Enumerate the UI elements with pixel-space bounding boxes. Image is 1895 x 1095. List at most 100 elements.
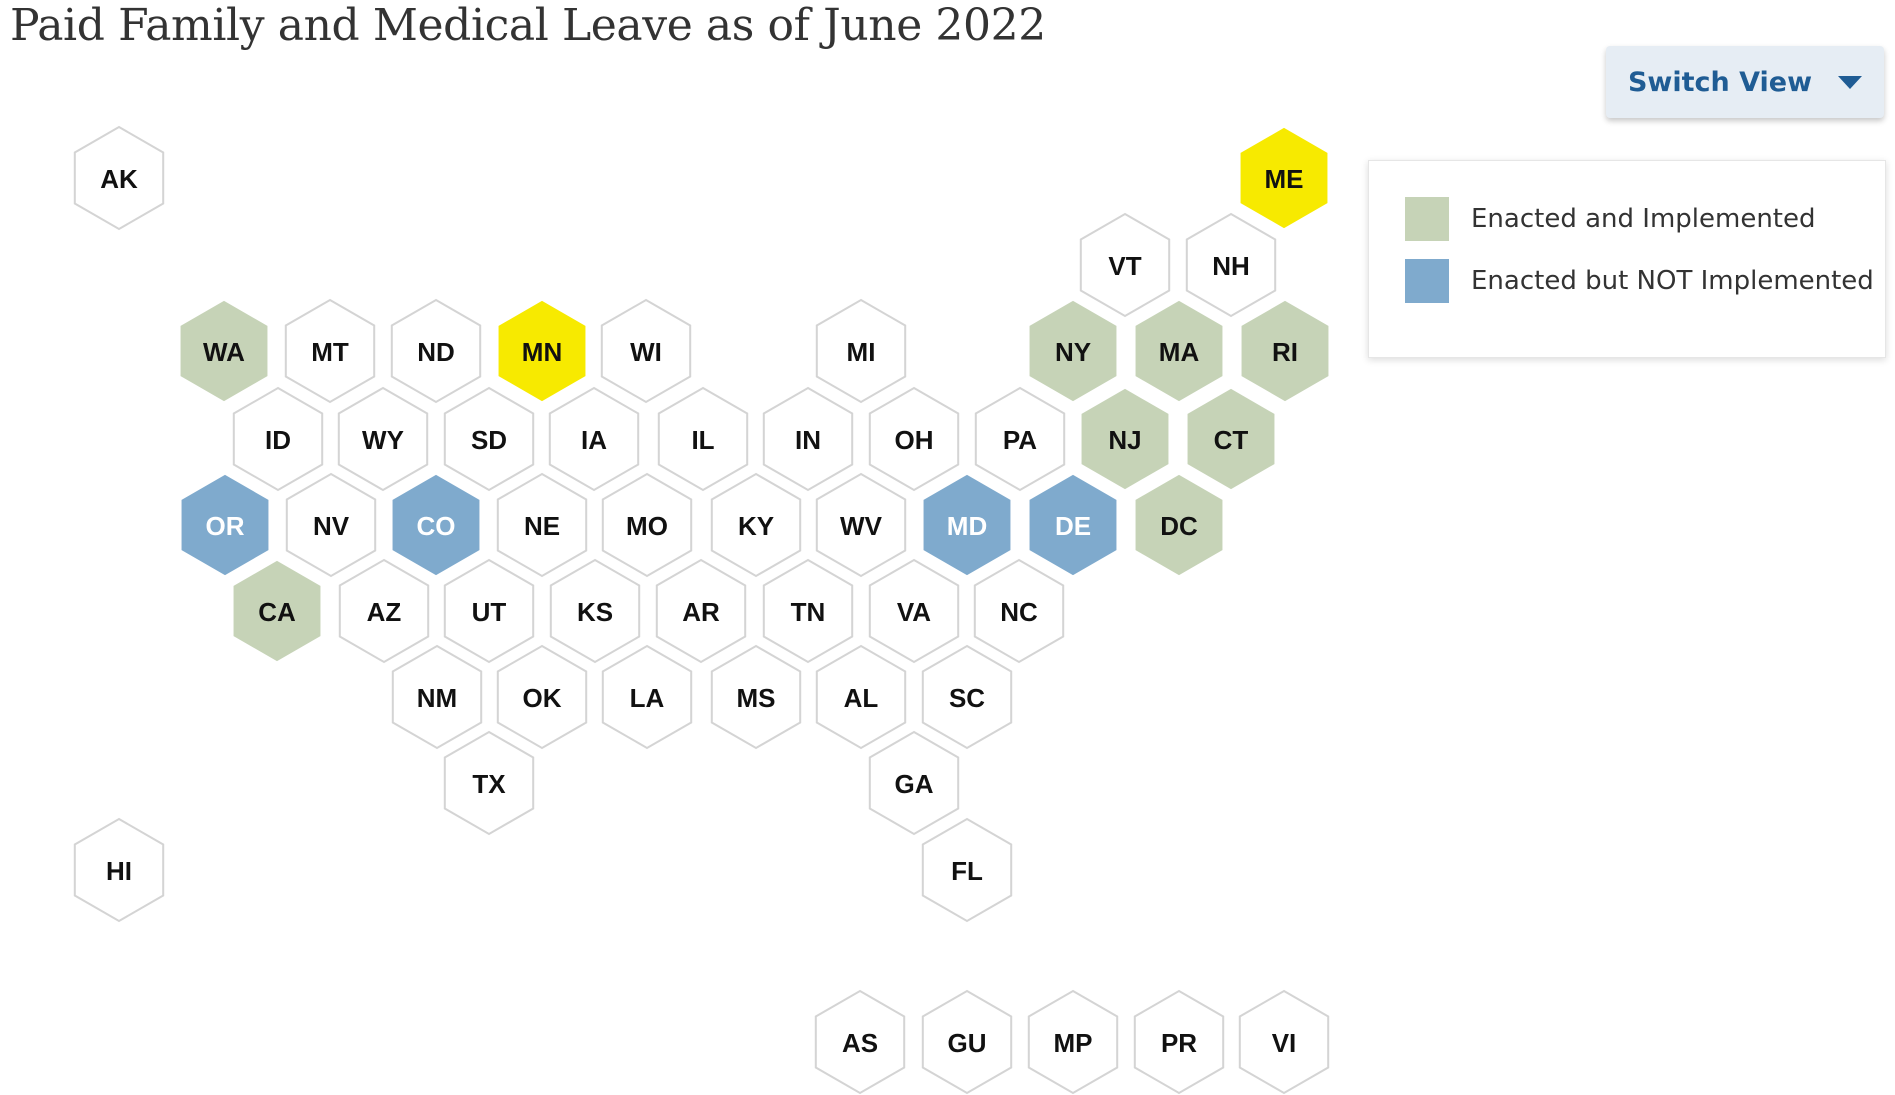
state-hex-ar[interactable]: AR — [655, 558, 747, 664]
state-hex-shape — [1133, 989, 1225, 1095]
legend-item-enacted-not-implemented: Enacted but NOT Implemented — [1405, 259, 1874, 303]
state-hex-vt[interactable]: VT — [1079, 212, 1171, 318]
state-hex-ky[interactable]: KY — [710, 472, 802, 578]
caret-down-icon — [1838, 75, 1863, 89]
state-hex-sc[interactable]: SC — [921, 644, 1013, 750]
state-hex-wy[interactable]: WY — [337, 386, 429, 492]
state-label: CA — [258, 597, 296, 627]
state-hex-shape — [73, 817, 165, 923]
state-label: VI — [1272, 1028, 1297, 1058]
state-hex-hi[interactable]: HI — [73, 817, 165, 923]
state-hex-ut[interactable]: UT — [443, 558, 535, 664]
state-hex-ca[interactable]: CA — [232, 559, 322, 663]
state-hex-wi[interactable]: WI — [600, 298, 692, 404]
state-label: OK — [523, 683, 562, 713]
state-hex-shape — [815, 298, 907, 404]
state-hex-oh[interactable]: OH — [868, 386, 960, 492]
state-hex-shape — [390, 298, 482, 404]
state-hex-shape — [601, 644, 693, 750]
state-label: WI — [630, 337, 662, 367]
state-label: KY — [738, 511, 774, 541]
state-hex-nd[interactable]: ND — [390, 298, 482, 404]
state-hex-shape — [868, 386, 960, 492]
state-hex-mn[interactable]: MN — [497, 299, 587, 403]
state-hex-sd[interactable]: SD — [443, 386, 535, 492]
state-label: DC — [1160, 511, 1198, 541]
state-hex-md[interactable]: MD — [922, 473, 1012, 577]
state-hex-ri[interactable]: RI — [1240, 299, 1330, 403]
state-hex-ct[interactable]: CT — [1186, 387, 1276, 491]
state-label: IN — [795, 425, 821, 455]
state-hex-nm[interactable]: NM — [391, 644, 483, 750]
state-label: NM — [417, 683, 457, 713]
state-hex-vi[interactable]: VI — [1238, 989, 1330, 1095]
state-hex-wv[interactable]: WV — [815, 472, 907, 578]
state-hex-shape — [497, 299, 587, 403]
state-hex-gu[interactable]: GU — [921, 989, 1013, 1095]
state-hex-shape — [1027, 989, 1119, 1095]
state-hex-shape — [232, 559, 322, 663]
state-hex-ne[interactable]: NE — [496, 472, 588, 578]
state-hex-ma[interactable]: MA — [1134, 299, 1224, 403]
state-label: RI — [1272, 337, 1298, 367]
state-hex-mi[interactable]: MI — [815, 298, 907, 404]
state-hex-ms[interactable]: MS — [710, 644, 802, 750]
legend-swatch-blue — [1405, 259, 1449, 303]
switch-view-label: Switch View — [1627, 66, 1813, 98]
state-label: TN — [791, 597, 826, 627]
state-hex-ak[interactable]: AK — [73, 125, 165, 231]
state-hex-nv[interactable]: NV — [285, 472, 377, 578]
state-label: NH — [1212, 251, 1250, 281]
state-label: GA — [895, 769, 934, 799]
state-hex-as[interactable]: AS — [814, 989, 906, 1095]
state-hex-ga[interactable]: GA — [868, 730, 960, 836]
legend-label: Enacted and Implemented — [1471, 204, 1816, 234]
state-hex-mp[interactable]: MP — [1027, 989, 1119, 1095]
state-hex-fl[interactable]: FL — [921, 817, 1013, 923]
state-hex-al[interactable]: AL — [815, 644, 907, 750]
state-hex-shape — [600, 298, 692, 404]
state-hex-shape — [391, 473, 481, 577]
state-hex-va[interactable]: VA — [868, 558, 960, 664]
state-hex-co[interactable]: CO — [391, 473, 481, 577]
state-hex-il[interactable]: IL — [657, 386, 749, 492]
state-hex-de[interactable]: DE — [1028, 473, 1118, 577]
state-hex-dc[interactable]: DC — [1134, 473, 1224, 577]
state-hex-nj[interactable]: NJ — [1080, 387, 1170, 491]
state-hex-shape — [284, 298, 376, 404]
state-hex-nc[interactable]: NC — [973, 558, 1065, 664]
state-hex-mo[interactable]: MO — [601, 472, 693, 578]
state-hex-shape — [285, 472, 377, 578]
state-label: MN — [522, 337, 562, 367]
state-hex-me[interactable]: ME — [1239, 126, 1329, 230]
state-hex-la[interactable]: LA — [601, 644, 693, 750]
state-hex-shape — [657, 386, 749, 492]
state-label: WV — [840, 511, 883, 541]
state-label: NV — [313, 511, 350, 541]
state-hex-tn[interactable]: TN — [762, 558, 854, 664]
state-label: AL — [844, 683, 879, 713]
state-hex-id[interactable]: ID — [232, 386, 324, 492]
state-label: OR — [206, 511, 245, 541]
state-label: TX — [472, 769, 506, 799]
state-hex-tx[interactable]: TX — [443, 730, 535, 836]
state-hex-ks[interactable]: KS — [549, 558, 641, 664]
state-hex-ny[interactable]: NY — [1028, 299, 1118, 403]
state-hex-or[interactable]: OR — [180, 473, 270, 577]
state-label: MD — [947, 511, 987, 541]
state-hex-shape — [180, 473, 270, 577]
state-hex-mt[interactable]: MT — [284, 298, 376, 404]
state-hex-wa[interactable]: WA — [179, 299, 269, 403]
state-hex-shape — [73, 125, 165, 231]
state-hex-pr[interactable]: PR — [1133, 989, 1225, 1095]
state-hex-shape — [814, 989, 906, 1095]
state-hex-in[interactable]: IN — [762, 386, 854, 492]
switch-view-button[interactable]: Switch View — [1606, 46, 1884, 118]
state-hex-nh[interactable]: NH — [1185, 212, 1277, 318]
state-hex-ok[interactable]: OK — [496, 644, 588, 750]
state-hex-az[interactable]: AZ — [338, 558, 430, 664]
state-hex-shape — [815, 472, 907, 578]
state-hex-pa[interactable]: PA — [974, 386, 1066, 492]
state-hex-ia[interactable]: IA — [548, 386, 640, 492]
